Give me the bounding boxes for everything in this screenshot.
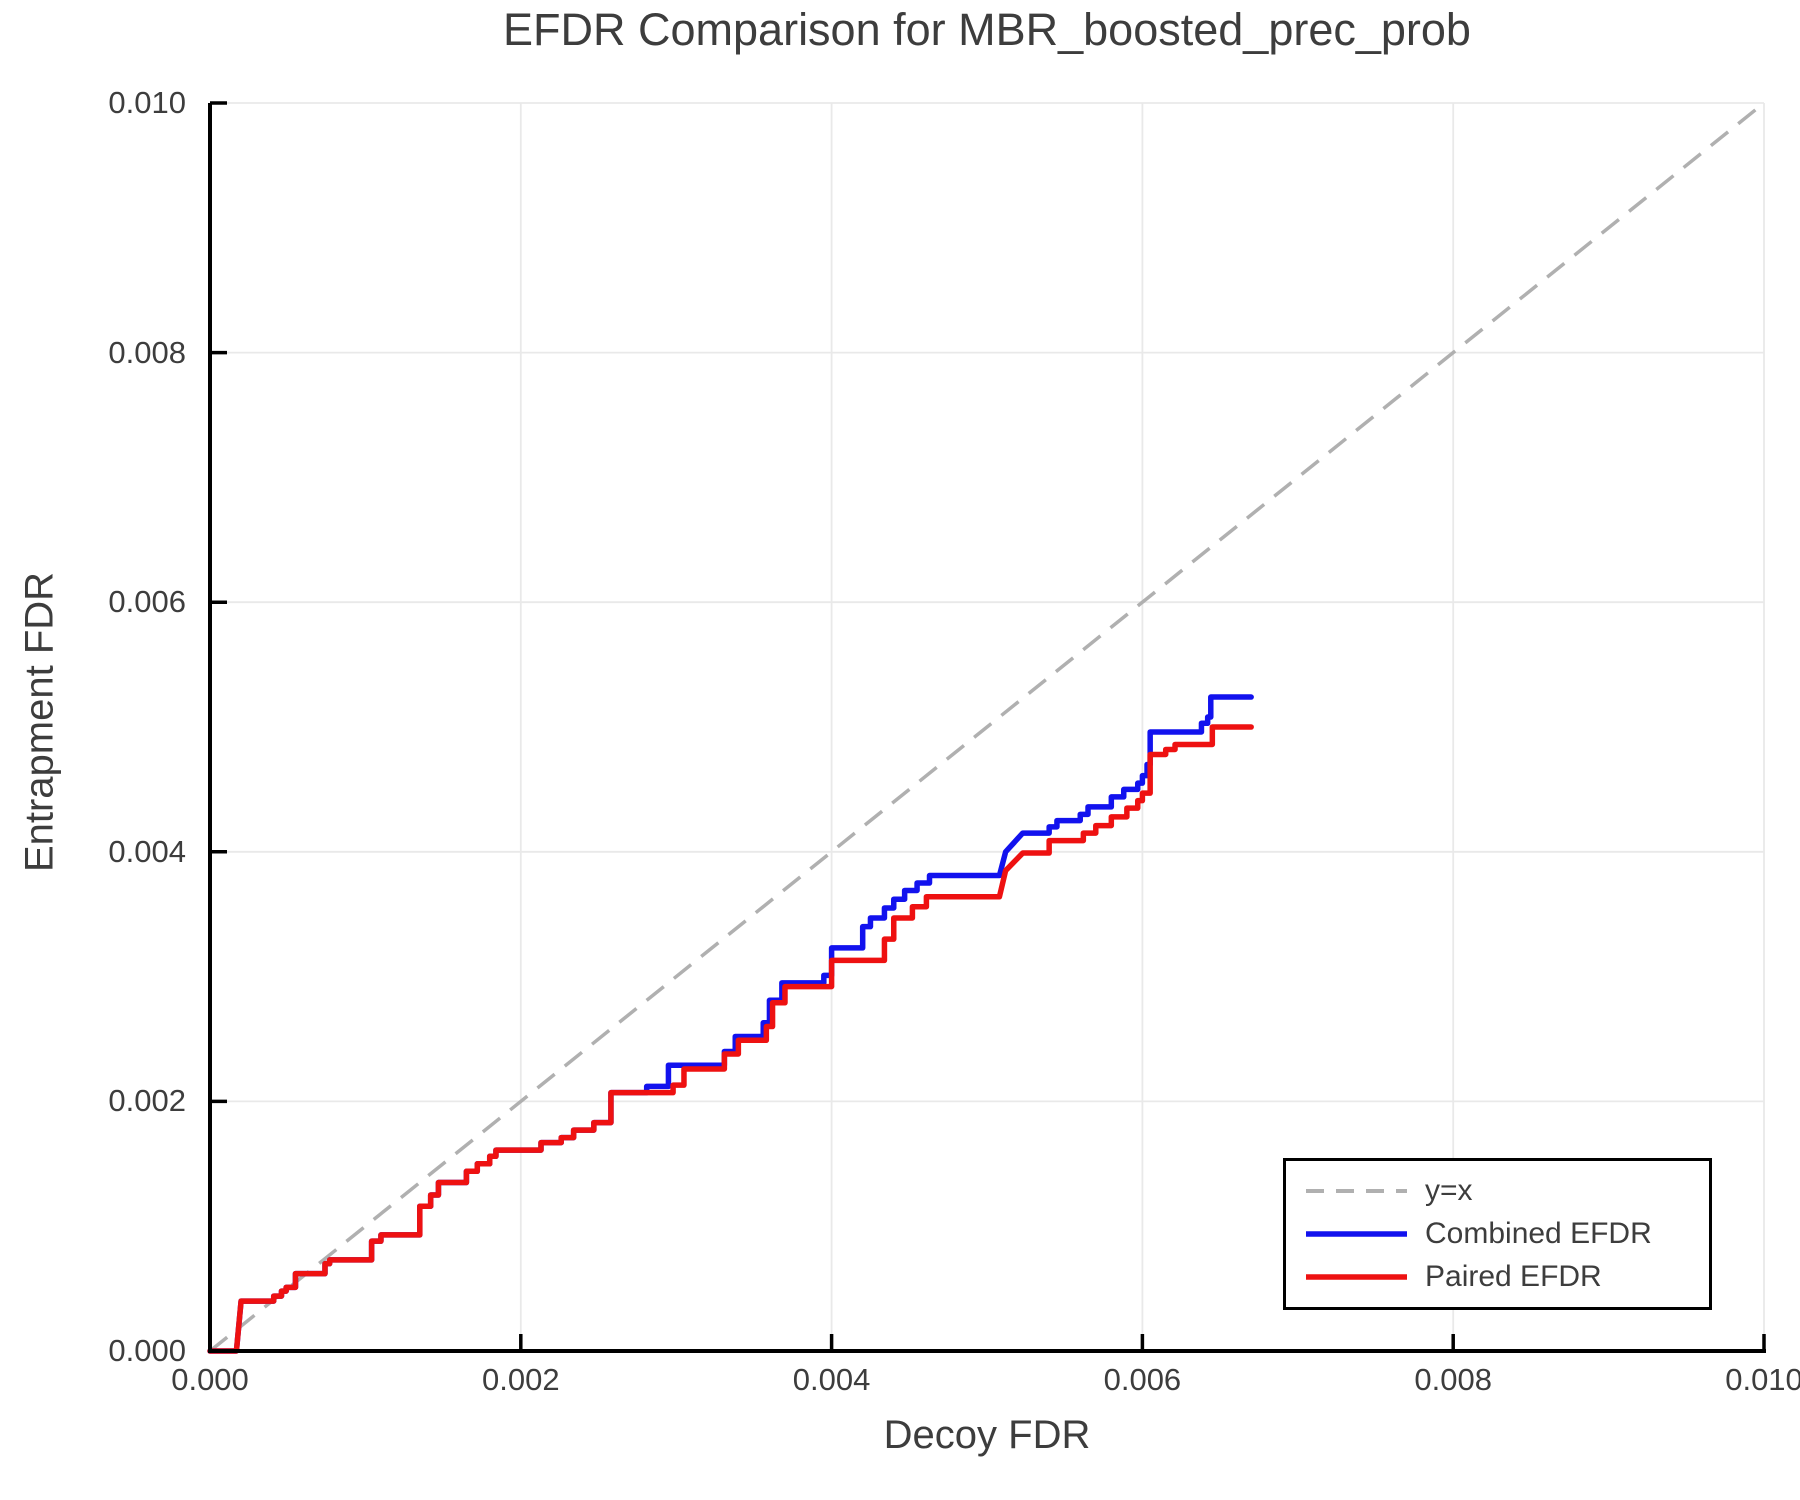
legend-swatch-red-line-icon xyxy=(1306,1274,1407,1280)
x-tick-label: 0.000 xyxy=(171,1362,249,1397)
legend-label: y=x xyxy=(1425,1174,1473,1207)
legend-item-yx: y=x xyxy=(1304,1172,1709,1210)
y-tick-label: 0.004 xyxy=(108,833,186,869)
y-tick-label: 0.006 xyxy=(108,584,186,620)
x-axis-label: Decoy FDR xyxy=(883,1413,1091,1457)
legend-swatch-blue-line-icon xyxy=(1306,1231,1407,1237)
series-combined-efdr xyxy=(207,694,1254,1354)
legend-label: Paired EFDR xyxy=(1425,1260,1602,1293)
x-tick-label: 0.008 xyxy=(1414,1362,1492,1397)
x-tick-label: 0.002 xyxy=(482,1362,560,1397)
y-tick-label: 0.010 xyxy=(108,85,186,120)
x-tick-label: 0.010 xyxy=(1725,1362,1800,1397)
legend: y=x Combined EFDR Paired EFDR xyxy=(1283,1158,1712,1310)
y-tick-label: 0.000 xyxy=(108,1333,186,1368)
legend-item-paired: Paired EFDR xyxy=(1304,1258,1709,1296)
y-tick-label: 0.008 xyxy=(108,334,186,370)
legend-label: Combined EFDR xyxy=(1425,1217,1652,1250)
x-tick-label: 0.004 xyxy=(792,1362,871,1397)
series-y-x xyxy=(208,101,1766,1353)
y-tick-label: 0.002 xyxy=(108,1083,186,1119)
x-tick-label: 0.006 xyxy=(1103,1362,1182,1397)
legend-swatch-dashed-icon xyxy=(1306,1189,1407,1193)
chart-title: EFDR Comparison for MBR_boosted_prec_pro… xyxy=(503,4,1471,55)
series-paired-efdr xyxy=(207,724,1254,1354)
legend-item-combined: Combined EFDR xyxy=(1304,1215,1709,1253)
